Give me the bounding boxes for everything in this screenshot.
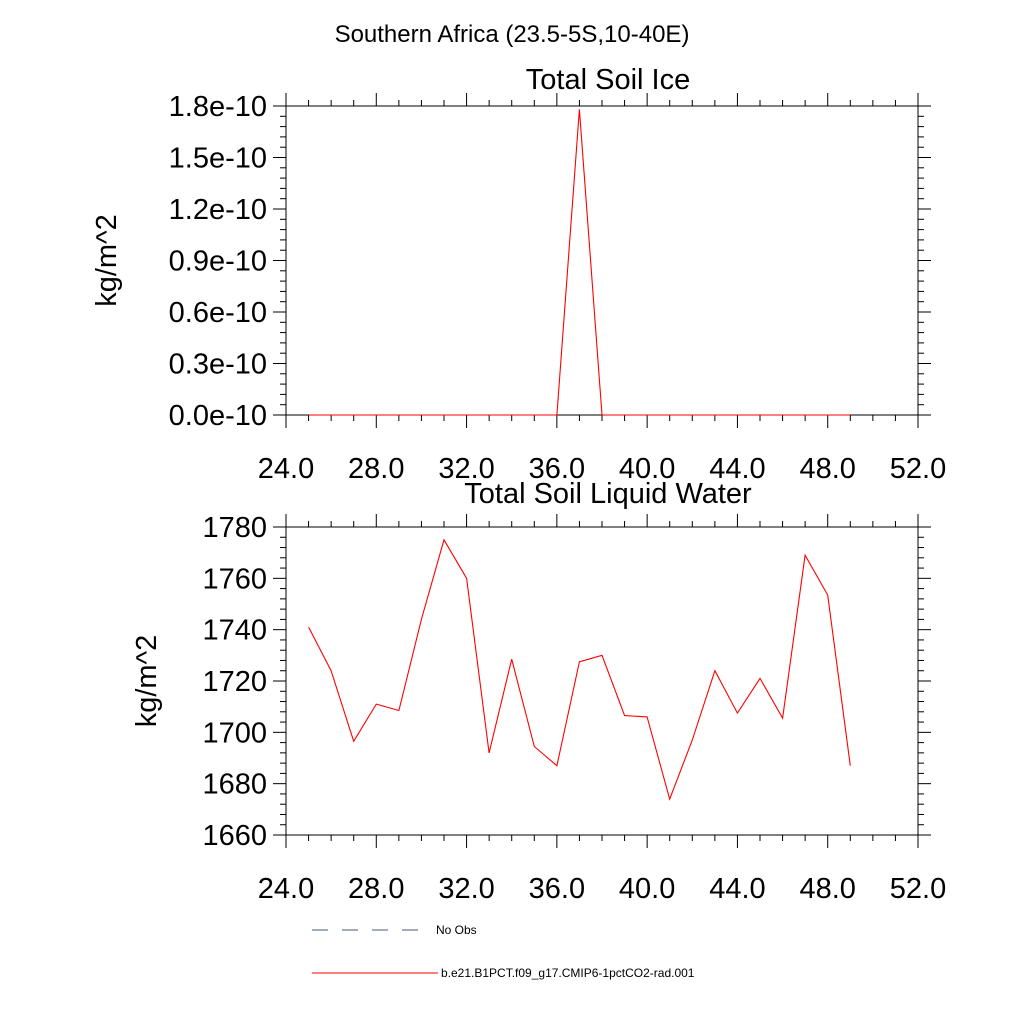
soil-ice-x-tick-label: 24.0 [258,453,314,485]
soil-ice-y-tick-label: 0.3e-10 [169,349,267,381]
soil-water-series-line [309,540,851,799]
legend: No Obs b.e21.B1PCT.f09_g17.CMIP6-1pctCO2… [312,923,695,980]
soil-ice-plot-frame [286,106,918,415]
soil-ice-x-tick-label: 48.0 [799,453,855,485]
soil-ice-y-tick-label: 1.2e-10 [169,194,267,226]
soil-water-y-axis-label: kg/m^2 [131,635,163,728]
soil-water-y-tick-label: 1680 [202,769,267,801]
soil-water-x-tick-label: 28.0 [348,873,404,905]
soil-ice-y-tick-label: 1.5e-10 [169,143,267,175]
soil-water-y-tick-label: 1740 [202,615,267,647]
soil-ice-y-axis-label: kg/m^2 [91,214,123,307]
soil-water-x-tick-label: 24.0 [258,873,314,905]
soil-ice-y-tick-label: 0.6e-10 [169,297,267,329]
soil-water-x-tick-label: 40.0 [619,873,675,905]
soil-water-x-tick-label: 36.0 [529,873,585,905]
soil-ice-y-tick-label: 1.8e-10 [169,91,267,123]
soil-water-x-tick-label: 52.0 [890,873,946,905]
soil-water-x-tick-label: 48.0 [799,873,855,905]
soil-ice-series-line [309,109,851,415]
soil-water-x-tick-label: 32.0 [438,873,494,905]
legend-model-label: b.e21.B1PCT.f09_g17.CMIP6-1pctCO2-rad.00… [441,966,695,980]
figure-title: Southern Africa (23.5-5S,10-40E) [335,21,690,48]
soil-ice-y-tick-label: 0.0e-10 [169,400,267,432]
soil-water-y-tick-label: 1780 [202,512,267,544]
soil-ice-title: Total Soil Ice [526,64,690,96]
soil-water-title: Total Soil Liquid Water [464,478,752,510]
soil-water-y-tick-label: 1700 [202,717,267,749]
legend-no-obs-label: No Obs [436,923,477,937]
soil-liquid-water-panel: Total Soil Liquid Water 24.0 28.0 32.0 36.0 4… [131,478,946,905]
soil-water-y-tick-label: 1660 [202,820,267,852]
soil-water-x-tick-label: 44.0 [709,873,765,905]
soil-ice-y-tick-label: 0.9e-10 [169,246,267,278]
soil-water-y-tick-label: 1720 [202,666,267,698]
soil-water-plot-frame [286,527,918,835]
soil-ice-x-tick-label: 28.0 [348,453,404,485]
soil-water-y-tick-label: 1760 [202,563,267,595]
soil-ice-x-tick-label: 52.0 [890,453,946,485]
